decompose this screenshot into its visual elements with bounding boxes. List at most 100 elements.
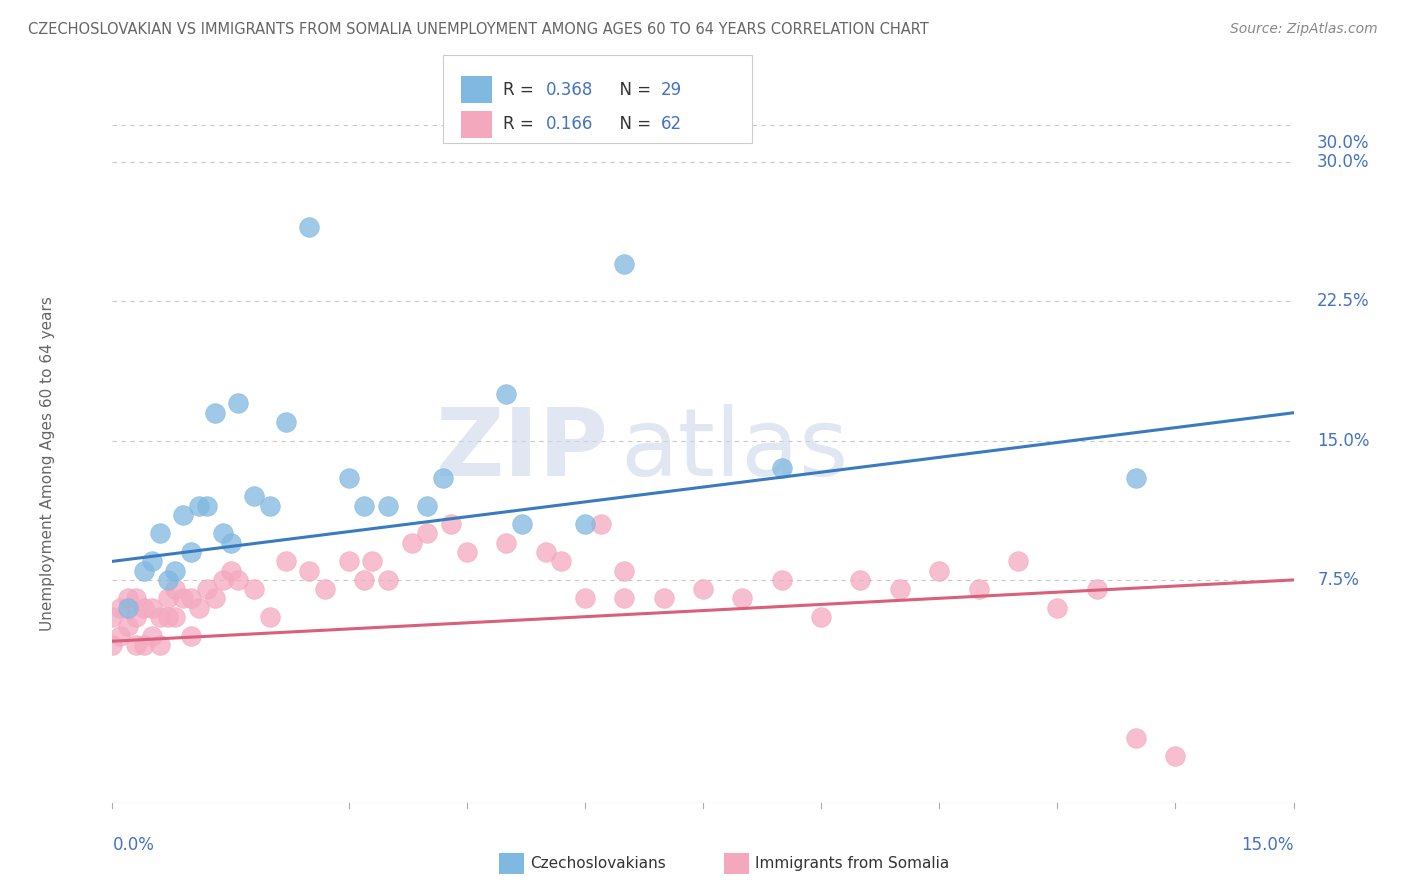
Point (132, 600, 155, 615)
Point (101, 638, 124, 652)
Text: 30.0%: 30.0% (1317, 153, 1369, 171)
Point (110, 629, 132, 643)
Point (101, 610, 124, 624)
Text: N =: N = (609, 115, 657, 133)
Point (456, 545, 478, 559)
Point (1007, 554, 1029, 568)
Point (243, 489, 266, 503)
Text: 62: 62 (661, 115, 682, 133)
Point (353, 499, 375, 513)
Point (510, 517, 533, 532)
Point (243, 582, 266, 597)
Point (149, 610, 172, 624)
Point (377, 499, 399, 513)
Point (495, 535, 517, 549)
Point (204, 591, 226, 606)
Point (1046, 600, 1069, 615)
Point (432, 471, 454, 485)
Point (172, 591, 194, 606)
Text: ZIP: ZIP (436, 404, 609, 496)
Point (810, 610, 832, 624)
Point (495, 387, 517, 401)
Point (401, 535, 423, 549)
Text: Source: ZipAtlas.com: Source: ZipAtlas.com (1230, 22, 1378, 37)
Point (165, 610, 187, 624)
Point (416, 526, 439, 541)
Text: 7.5%: 7.5% (1317, 571, 1360, 589)
Point (204, 406, 226, 420)
Point (117, 619, 139, 633)
Point (228, 396, 250, 410)
Text: 22.5%: 22.5% (1317, 293, 1369, 310)
Point (314, 582, 336, 597)
Point (1164, 749, 1187, 764)
Point (141, 600, 163, 615)
Point (228, 573, 250, 587)
Point (889, 582, 911, 597)
Point (219, 564, 242, 578)
Point (770, 461, 793, 475)
Point (188, 499, 211, 513)
Point (416, 499, 439, 513)
Point (613, 257, 636, 271)
Point (849, 573, 872, 587)
Point (613, 564, 636, 578)
Text: 0.166: 0.166 (546, 115, 593, 133)
Point (534, 545, 557, 559)
Point (149, 638, 172, 652)
Point (259, 610, 281, 624)
Point (117, 600, 139, 615)
Point (928, 564, 950, 578)
Point (298, 220, 321, 235)
Point (125, 638, 148, 652)
Point (211, 573, 233, 587)
Text: CZECHOSLOVAKIAN VS IMMIGRANTS FROM SOMALIA UNEMPLOYMENT AMONG AGES 60 TO 64 YEAR: CZECHOSLOVAKIAN VS IMMIGRANTS FROM SOMAL… (28, 22, 929, 37)
Text: 0.368: 0.368 (546, 80, 593, 99)
Point (1125, 471, 1147, 485)
Point (156, 573, 179, 587)
Point (132, 638, 155, 652)
Point (219, 535, 242, 549)
Point (613, 591, 636, 606)
Text: 0.0%: 0.0% (112, 836, 155, 855)
Point (337, 471, 360, 485)
Text: R =: R = (503, 115, 540, 133)
Point (1125, 731, 1147, 745)
Point (141, 554, 163, 568)
Point (172, 508, 194, 522)
Text: 15.0%: 15.0% (1241, 836, 1294, 855)
Point (149, 526, 172, 541)
Point (589, 517, 612, 532)
Point (574, 591, 596, 606)
Point (180, 591, 202, 606)
Point (125, 591, 148, 606)
Point (117, 591, 139, 606)
Point (440, 517, 463, 532)
Point (770, 573, 793, 587)
Text: 29: 29 (661, 80, 682, 99)
Point (132, 564, 155, 578)
Point (211, 526, 233, 541)
Point (361, 554, 384, 568)
Point (274, 415, 297, 429)
Text: Unemployment Among Ages 60 to 64 years: Unemployment Among Ages 60 to 64 years (39, 296, 55, 632)
Point (1085, 582, 1108, 597)
Point (692, 582, 714, 597)
Point (550, 554, 572, 568)
Point (165, 582, 187, 597)
Point (967, 582, 990, 597)
Text: Immigrants from Somalia: Immigrants from Somalia (755, 856, 949, 871)
Point (180, 629, 202, 643)
Point (195, 499, 218, 513)
Text: R =: R = (503, 80, 540, 99)
Point (274, 554, 297, 568)
Text: N =: N = (609, 80, 657, 99)
Point (574, 517, 596, 532)
Point (731, 591, 754, 606)
Point (337, 554, 360, 568)
Point (110, 600, 132, 615)
Point (125, 610, 148, 624)
Point (141, 629, 163, 643)
Text: Czechoslovakians: Czechoslovakians (530, 856, 666, 871)
Point (259, 499, 281, 513)
